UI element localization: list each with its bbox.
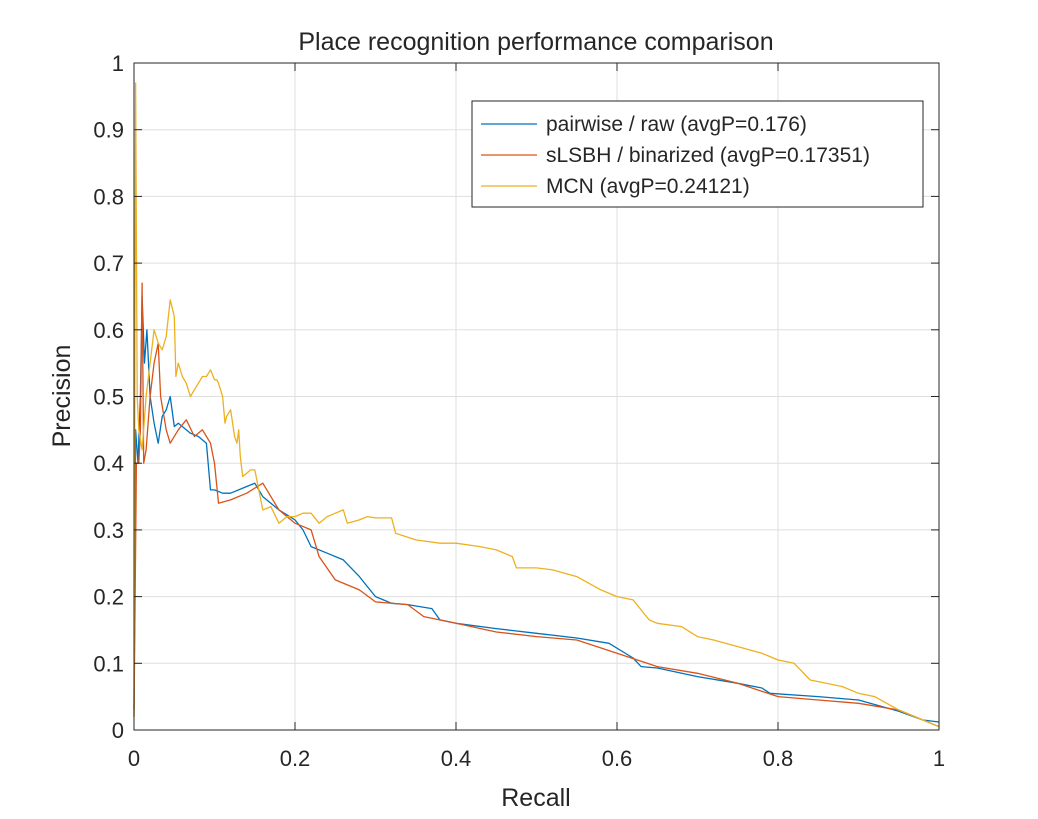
- y-tick-label: 0.3: [93, 518, 124, 543]
- y-axis-label: Precision: [48, 345, 76, 448]
- chart-title: Place recognition performance comparison: [298, 28, 773, 56]
- series-line-3: [133, 82, 940, 728]
- x-tick-label: 0.6: [602, 746, 633, 771]
- legend-label-3: MCN (avgP=0.24121): [546, 175, 750, 198]
- y-tick-label: 0.1: [93, 651, 124, 676]
- legend-label-2: sLSBH / binarized (avgP=0.17351): [546, 144, 870, 167]
- y-tick-label: 0.2: [93, 585, 124, 610]
- series-line-1: [133, 295, 940, 723]
- x-tick-label: 0: [128, 746, 140, 771]
- axis-tick-labels: 0 0.2 0.4 0.6 0.8 1 0 0.1 0.2 0.3 0.4 0.5 0.6 0.7 0.8 0…: [93, 51, 945, 771]
- y-tick-label: 1: [112, 51, 124, 76]
- y-tick-label: 0.6: [93, 318, 124, 343]
- legend: pairwise / raw (avgP=0.176) sLSBH / binar…: [471, 100, 924, 208]
- x-tick-label: 1: [933, 746, 945, 771]
- axis-ticks: [133, 62, 940, 731]
- legend-box: [471, 100, 924, 208]
- series-line-2: [133, 282, 940, 728]
- x-tick-label: 0.2: [280, 746, 311, 771]
- x-tick-label: 0.4: [441, 746, 472, 771]
- y-tick-label: 0.8: [93, 184, 124, 209]
- x-axis-label: Recall: [501, 784, 570, 812]
- legend-label-1: pairwise / raw (avgP=0.176): [546, 113, 807, 136]
- series-layer: [133, 82, 940, 728]
- x-tick-label: 0.8: [763, 746, 794, 771]
- y-tick-label: 0.7: [93, 251, 124, 276]
- y-tick-label: 0.5: [93, 385, 124, 410]
- y-tick-label: 0.9: [93, 118, 124, 143]
- y-tick-label: 0.4: [93, 451, 124, 476]
- y-tick-label: 0: [112, 718, 124, 743]
